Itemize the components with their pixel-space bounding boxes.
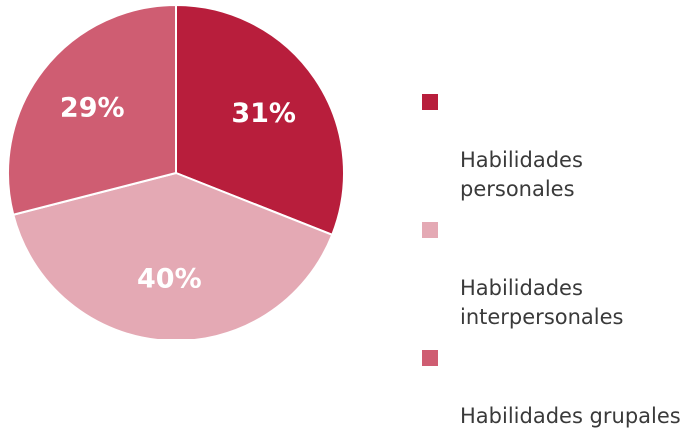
legend-item-grupales: Habilidades grupales [422, 344, 694, 431]
pie-slice-habilidades-personales [175, 3, 345, 237]
legend-item-interpersonales: Habilidades interpersonales [422, 216, 694, 332]
pie-slice-habilidades-interpersonales [12, 171, 334, 339]
legend-swatch-interpersonales [422, 222, 438, 238]
legend-item-personales: Habilidades personales [422, 88, 694, 204]
pie-chart: 31% 40% 29% Habilidades personales Habilid… [7, 3, 681, 428]
legend-label-personales: Habilidades personales [460, 148, 583, 201]
legend-label-interpersonales: Habilidades interpersonales [460, 276, 624, 329]
pie-slice-label-habilidades-interpersonales: 40% [137, 263, 202, 294]
pie-slice-habilidades-grupales [7, 3, 177, 216]
legend-label-grupales: Habilidades grupales [460, 404, 681, 428]
legend-swatch-personales [422, 94, 438, 110]
legend: Habilidades personales Habilidades inter… [422, 88, 694, 443]
legend-swatch-grupales [422, 350, 438, 366]
pie-plot-area: 31% 40% 29% [7, 3, 345, 339]
pie-slice-label-habilidades-grupales: 29% [60, 93, 125, 124]
pie-slice-label-habilidades-personales: 31% [231, 98, 296, 129]
